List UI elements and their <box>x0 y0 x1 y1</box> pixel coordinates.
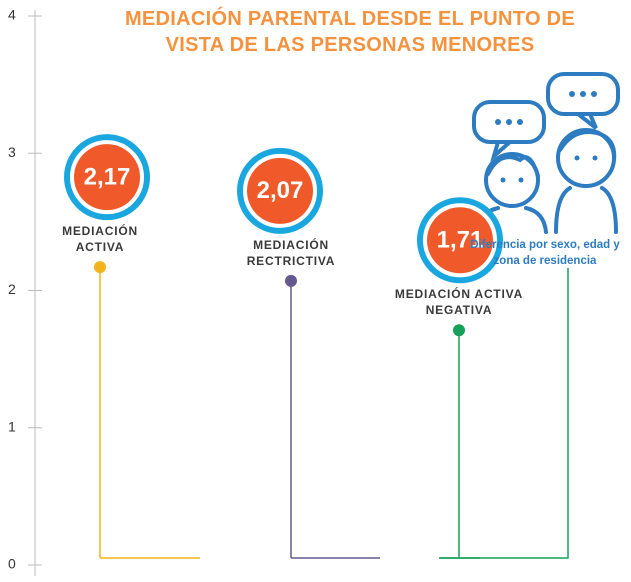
value-label: 2,07 <box>257 177 304 204</box>
y-tick-label: 2 <box>8 281 16 297</box>
stem <box>439 330 480 558</box>
chart: 012342,172,071,71 MEDIACIÓN PARENTAL DES… <box>0 0 631 582</box>
category-label: MEDIACIÓN RECTRICTIVA <box>241 237 341 269</box>
y-tick-label: 3 <box>8 144 16 160</box>
value-label: 2,17 <box>84 164 131 191</box>
annotation: Diferencia por sexo, edad y zona de resi… <box>470 237 620 269</box>
stem <box>291 281 380 558</box>
illustration <box>474 74 618 232</box>
dot <box>94 261 106 273</box>
category-label: MEDIACIÓN ACTIVA NEGATIVA <box>394 286 524 318</box>
chart-canvas: 012342,172,071,71 <box>0 0 631 582</box>
y-tick-label: 0 <box>8 556 16 572</box>
dot <box>453 324 465 336</box>
y-tick-label: 4 <box>8 7 16 23</box>
stem <box>100 267 200 558</box>
category-label: MEDIACIÓN ACTIVA <box>55 223 145 255</box>
dot <box>285 275 297 287</box>
y-tick-label: 1 <box>8 418 16 434</box>
illustration-dots <box>495 91 598 183</box>
chart-title: MEDIACIÓN PARENTAL DESDE EL PUNTO DE VIS… <box>110 6 590 58</box>
